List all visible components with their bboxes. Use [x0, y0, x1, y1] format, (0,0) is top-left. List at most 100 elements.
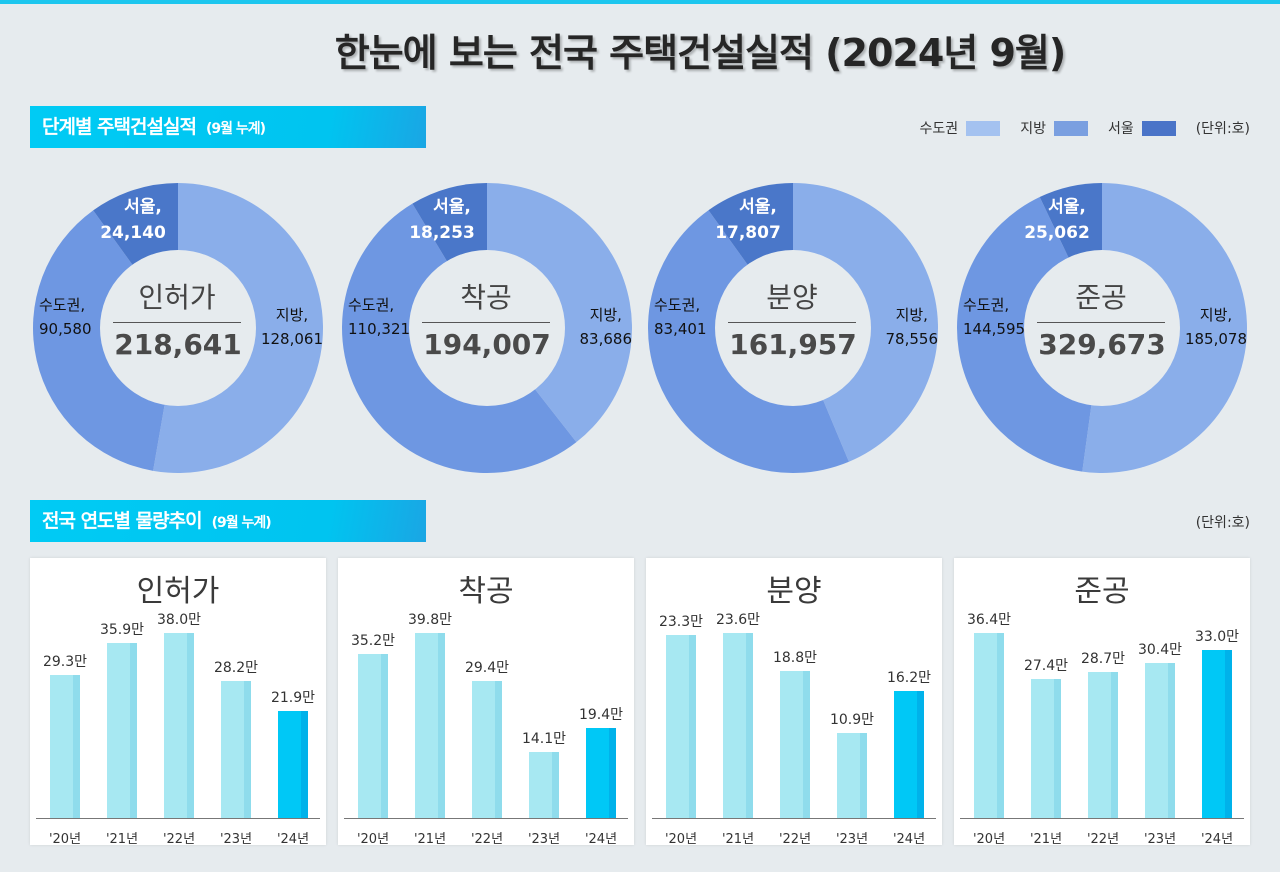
bar-value-label: 28.7만: [1080, 651, 1126, 668]
top-accent-line: [0, 0, 1280, 4]
label-seoul-name: 서울,: [739, 197, 777, 217]
label-region-name: 지방,: [895, 306, 928, 324]
x-axis: [652, 818, 936, 819]
label-region-name: 지방,: [275, 306, 309, 324]
bar: [50, 675, 80, 818]
donut-hole: [409, 250, 565, 406]
unit-label: (단위:호): [1195, 515, 1250, 531]
label-seoul-name: 서울,: [433, 197, 471, 217]
bar: [586, 727, 616, 818]
label-region-value: 185,078: [1184, 330, 1247, 348]
section-banner-yearly: 전국 연도별 물량추이 (9월 누계): [30, 500, 426, 542]
x-tick-label: '21년: [413, 832, 447, 847]
label-seoul-value: 25,062: [1024, 223, 1090, 243]
label-metro-name: 수도권,: [39, 296, 86, 314]
label-region-value: 83,686: [579, 330, 633, 348]
label-metro-value: 90,580: [39, 320, 92, 338]
bar: [837, 732, 867, 818]
label-metro-name: 수도권,: [348, 296, 395, 314]
bar-value-label: 35.9만: [99, 622, 145, 639]
section-subtitle: (9월 누계): [211, 515, 272, 531]
legend-label-region: 지방: [1020, 121, 1046, 137]
bar-value-label: 19.4만: [578, 706, 624, 723]
x-tick-label: '24년: [276, 832, 310, 847]
bar-value-label: 30.4만: [1137, 642, 1183, 659]
chart-title: 인허가: [136, 574, 220, 609]
x-tick-label: '23년: [1143, 832, 1177, 847]
label-metro-name: 수도권,: [963, 296, 1010, 314]
label-seoul: 서울, 25,062: [1024, 195, 1107, 245]
bar-value-label: 35.2만: [350, 633, 396, 650]
section-title: 단계별 주택건설실적: [42, 116, 197, 138]
stage-name: 착공: [422, 278, 550, 323]
stage-total: 329,673: [1038, 328, 1166, 361]
bar-value-label: 29.4만: [464, 660, 510, 677]
bar: [974, 633, 1004, 818]
label-seoul-value: 18,253: [409, 223, 475, 243]
label-metro: 수도권, 90,580: [39, 293, 92, 341]
donut-hole: [1024, 250, 1180, 406]
bar: [1145, 663, 1175, 818]
legend-swatch-seoul: [1141, 120, 1176, 136]
donut-chart-4: 서울, 25,062 수도권, 144,595 지방, 185,078 준공 329,6…: [957, 183, 1247, 473]
legend-label-seoul: 서울: [1107, 121, 1134, 137]
x-tick-label: '21년: [1029, 832, 1063, 847]
bar: [529, 752, 559, 818]
x-tick-label: '23년: [835, 832, 869, 847]
x-tick-label: '24년: [1200, 832, 1234, 847]
section-subtitle: (9월 누계): [205, 121, 266, 137]
x-axis: [36, 818, 320, 819]
donut-chart-1: 서울, 24,140 수도권, 90,580 지방, 128,061 인허가 218,6…: [33, 183, 323, 473]
donut-center: 착공 194,007: [422, 278, 552, 367]
bar-chart-1: 인허가 29.3만 '20년 35.9만 '21년 38.0만 '22년 28.2만 '23년 2…: [30, 558, 326, 847]
x-tick-label: '23년: [219, 832, 253, 847]
bar-value-label: 29.3만: [42, 654, 88, 671]
donut-center: 준공 329,673: [1037, 278, 1167, 367]
bar: [780, 670, 810, 818]
bar-value-label: 28.2만: [213, 659, 259, 676]
donut-chart-3: 서울, 17,807 수도권, 83,401 지방, 78,556 분양 161,957: [648, 183, 938, 473]
label-region-value: 78,556: [885, 330, 939, 348]
bar-value-label: 39.8만: [407, 612, 453, 628]
x-tick-label: '21년: [105, 832, 139, 847]
bar: [1202, 650, 1232, 818]
bar: [221, 680, 251, 818]
x-axis: [344, 818, 628, 819]
section-title: 전국 연도별 물량추이: [42, 510, 203, 532]
donut-center: 인허가 218,641: [113, 278, 243, 367]
x-tick-label: '24년: [892, 832, 926, 847]
x-tick-label: '24년: [584, 832, 618, 847]
bar-value-label: 16.2만: [886, 670, 932, 686]
section-banner-stages: 단계별 주택건설실적 (9월 누계): [30, 106, 426, 148]
bar: [472, 681, 502, 818]
x-tick-label: '22년: [1086, 832, 1120, 847]
bar-value-label: 38.0만: [156, 612, 202, 628]
bar: [415, 633, 445, 818]
legend-swatch-region: [1053, 120, 1088, 136]
label-region: 지방, 78,556: [886, 303, 939, 351]
label-region: 지방, 185,078: [1185, 303, 1247, 351]
bar: [1088, 672, 1118, 818]
x-tick-label: '22년: [470, 832, 504, 847]
bar-value-label: 14.1만: [521, 731, 567, 748]
x-tick-label: '20년: [664, 832, 698, 847]
legend-swatch-metro: [966, 120, 1001, 136]
label-region: 지방, 128,061: [261, 303, 323, 351]
bar-chart-2: 착공 35.2만 '20년 39.8만 '21년 29.4만 '22년 14.1만 '23년 19…: [338, 558, 634, 847]
label-metro-value: 110,321: [348, 320, 411, 338]
bar: [1031, 678, 1061, 818]
bar-value-label: 33.0만: [1194, 629, 1240, 646]
x-axis: [960, 818, 1244, 819]
label-seoul-value: 17,807: [715, 223, 781, 243]
bar-value-label: 36.4만: [966, 612, 1012, 628]
chart-title: 분양: [766, 574, 822, 609]
page-title: 한눈에 보는 전국 주택건설실적 (2024년 9월): [334, 31, 1067, 75]
bar: [107, 643, 137, 818]
x-tick-label: '22년: [162, 832, 196, 847]
label-seoul-name: 서울,: [1048, 197, 1086, 217]
bar-value-label: 18.8만: [772, 649, 818, 666]
donut-hole: [715, 250, 871, 406]
label-seoul: 서울, 18,253: [409, 195, 492, 245]
donut-hole: [100, 250, 256, 406]
label-seoul-name: 서울,: [124, 197, 162, 217]
